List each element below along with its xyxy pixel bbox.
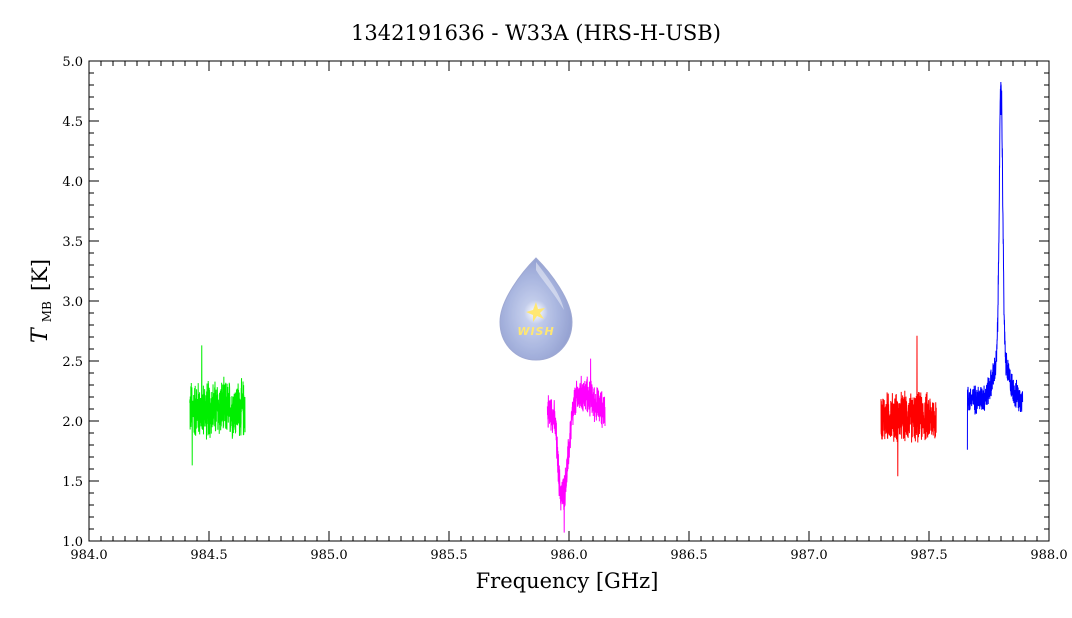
- y-tick-label: 2.0: [62, 415, 83, 430]
- wish-logo-text: WISH: [517, 325, 554, 338]
- x-tick-label: 987.0: [790, 548, 827, 563]
- series-line-4: [966, 82, 1024, 450]
- x-tick-label: 985.0: [310, 548, 347, 563]
- y-tick-label: 1.0: [62, 535, 83, 550]
- y-axis-label-main: T: [28, 326, 53, 343]
- y-tick-label: 4.0: [62, 175, 83, 190]
- y-tick-label: 2.5: [62, 355, 83, 370]
- ticks-layer: 984.0 984.5 985.0 985.5 986.0 986.5 987.0 987.5…: [62, 55, 1067, 563]
- y-tick-label: 5.0: [62, 55, 83, 70]
- wish-logo: WISH: [499, 257, 573, 361]
- x-tick-label: 986.0: [550, 548, 587, 563]
- series-line-3: [880, 335, 937, 477]
- x-tick-label: 986.5: [670, 548, 707, 563]
- series-layer: [189, 82, 1024, 533]
- x-axis-label: Frequency [GHz]: [476, 569, 659, 593]
- chart-title: 1342191636 - W33A (HRS-H-USB): [351, 21, 721, 45]
- y-axis-label-unit: [K]: [28, 259, 52, 291]
- x-tick-label: 987.5: [910, 548, 947, 563]
- y-axis-label-sub: MB: [40, 301, 54, 322]
- y-tick-label: 4.5: [62, 115, 83, 130]
- axes-layer: [88, 60, 1050, 542]
- plot-frame: [88, 60, 1050, 542]
- y-tick-label: 3.0: [62, 295, 83, 310]
- series-line-2: [546, 358, 606, 533]
- x-tick-label: 984.0: [70, 548, 107, 563]
- x-tick-label: 985.5: [430, 548, 467, 563]
- x-tick-label: 988.0: [1030, 548, 1067, 563]
- y-tick-label: 3.5: [62, 235, 83, 250]
- y-tick-label: 1.5: [62, 475, 83, 490]
- series-line-1: [189, 345, 246, 466]
- y-axis-label: T MB [K]: [28, 259, 55, 343]
- x-tick-label: 984.5: [190, 548, 227, 563]
- svg-text:T MB [K]: T MB [K]: [28, 259, 55, 343]
